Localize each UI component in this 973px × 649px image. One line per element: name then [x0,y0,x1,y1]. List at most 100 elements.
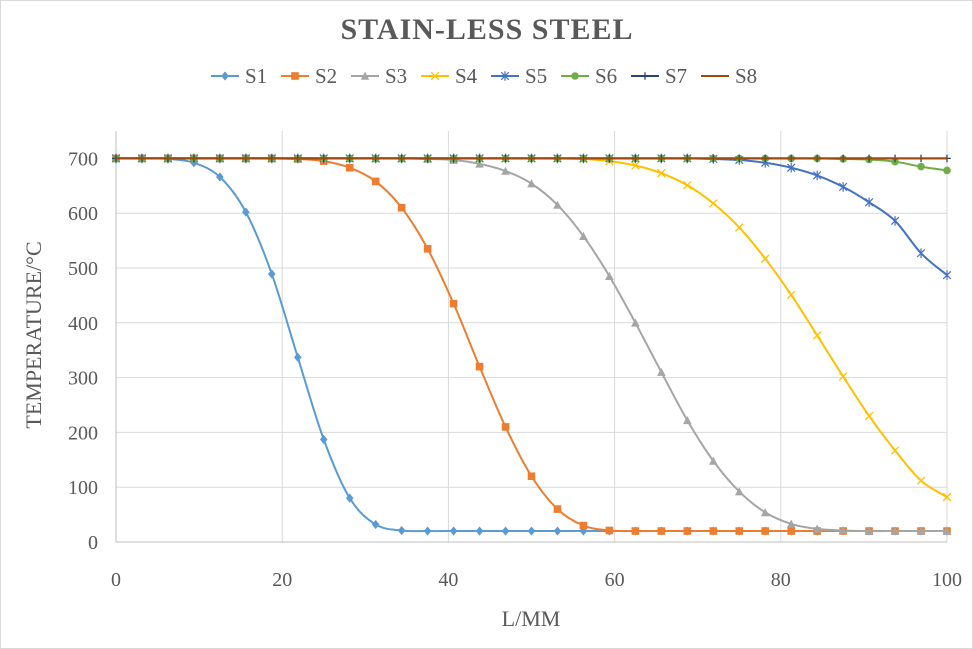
x-tick-label: 80 [771,569,791,591]
legend-swatch-marker [430,71,440,81]
data-point-s4 [709,199,718,208]
data-point-s5 [786,162,796,173]
data-point-s1 [242,207,250,217]
legend-label: S8 [735,64,757,88]
legend-label: S4 [455,64,478,88]
data-point-s4 [812,331,822,340]
legend-label: S5 [525,64,547,88]
data-point-s1 [371,519,380,530]
legend-swatch-marker [221,71,229,81]
series-line-s4 [116,157,948,498]
data-point-s3 [864,526,874,535]
data-point-s4 [631,161,640,170]
data-point-s4 [734,223,744,232]
y-tick-label: 500 [68,258,98,280]
data-point-s2 [371,177,380,186]
legend-item-s1: S1 [211,64,267,88]
data-point-s4 [864,411,874,421]
legend-label: S3 [385,64,407,88]
data-point-s4 [890,446,900,455]
data-point-s3 [786,519,796,528]
data-point-s2 [501,423,510,431]
data-point-s3 [916,526,926,535]
axes [115,131,947,543]
data-point-s3 [579,231,588,241]
series-s4 [111,154,952,502]
data-point-s3 [501,166,510,175]
legend-item-s3: S3 [351,64,407,88]
data-point-s4 [942,492,952,502]
data-point-s3 [734,487,744,496]
data-point-s3 [760,508,770,517]
y-tick-label: 200 [68,422,98,444]
data-point-s1 [501,526,510,536]
data-point-s2 [579,521,588,530]
data-point-s6 [917,162,925,171]
y-tick-label: 300 [68,368,98,390]
x-axis-label: L/MM [502,606,561,631]
data-point-s1 [268,269,276,279]
data-point-s5 [890,216,900,226]
y-tick-label: 100 [68,477,98,499]
data-point-s2 [423,245,432,253]
data-point-s5 [812,170,822,181]
data-point-s3 [683,416,692,425]
data-point-s1 [527,526,536,536]
data-point-s1 [293,352,302,362]
data-point-s1 [397,525,406,536]
legend-label: S6 [595,64,617,88]
data-point-s1 [579,526,588,536]
data-point-s5 [942,270,952,280]
y-tick-label: 700 [68,148,98,170]
data-point-s2 [631,527,640,535]
legend-swatch-marker [571,72,579,80]
series-layer [111,153,952,536]
legend-item-s6: S6 [561,64,617,88]
data-point-s5 [916,248,926,259]
gridlines [116,131,948,542]
data-point-s3 [890,526,900,535]
data-point-s2 [657,527,666,535]
legend-item-s5: S5 [491,64,547,88]
data-point-s1 [216,172,224,182]
data-point-s2 [761,527,770,535]
legend-swatch-marker [360,71,370,80]
data-point-s1 [345,493,354,503]
data-point-s2 [735,527,744,535]
data-point-s2 [397,203,406,212]
legend-swatch-marker [500,71,510,81]
series-s2 [112,154,951,535]
x-tick-label: 20 [272,569,292,591]
data-point-s3 [475,159,484,168]
data-point-s5 [864,197,874,208]
data-point-s4 [760,254,770,263]
data-point-s3 [657,367,666,376]
legend-swatch-marker [291,72,299,80]
data-point-s1 [319,434,328,445]
legend-item-s8: S8 [701,64,757,88]
data-point-s3 [838,526,848,535]
data-point-s2 [605,526,614,535]
data-point-s4 [916,476,926,485]
legend-swatch-marker [641,72,649,80]
y-tick-label: 600 [68,203,98,225]
data-point-s2 [709,527,718,535]
y-axis-label: TEMPERATURE/°C [21,241,46,428]
data-point-s5 [838,182,848,192]
data-point-s3 [812,524,822,533]
tick-labels: 0 100 200 300 400 500 600 700 0 20 40 60 80 100 [68,148,962,591]
data-point-s2 [449,299,458,308]
legend: S1 S2 S3 S4 S5 S6 S7 S8 [211,64,757,88]
data-point-s3 [631,318,640,327]
data-point-s3 [553,200,562,209]
data-point-s3 [527,179,536,188]
x-tick-label: 40 [438,569,458,591]
legend-item-s4: S4 [421,64,478,88]
data-point-s2 [553,505,562,513]
data-point-s2 [527,472,536,481]
legend-item-s7: S7 [631,64,687,88]
data-point-s3 [942,526,952,535]
data-point-s4 [786,290,796,300]
